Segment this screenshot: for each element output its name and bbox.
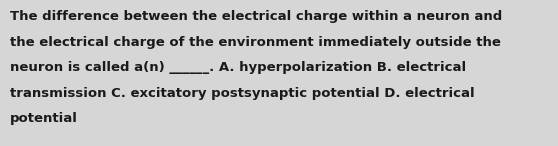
Text: the electrical charge of the environment immediately outside the: the electrical charge of the environment…	[10, 36, 501, 49]
Text: The difference between the electrical charge within a neuron and: The difference between the electrical ch…	[10, 10, 502, 23]
Text: transmission C. excitatory postsynaptic potential D. electrical: transmission C. excitatory postsynaptic …	[10, 87, 475, 100]
Text: potential: potential	[10, 112, 78, 125]
Text: neuron is called a(n) ______. A. hyperpolarization B. electrical: neuron is called a(n) ______. A. hyperpo…	[10, 61, 466, 74]
